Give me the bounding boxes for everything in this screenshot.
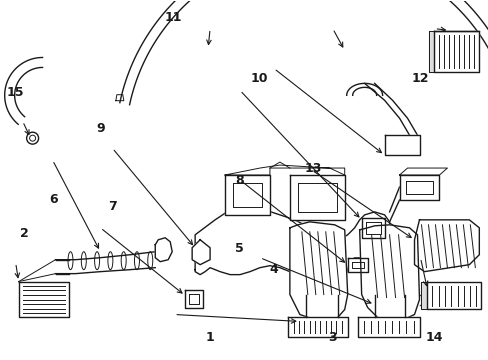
Polygon shape — [185, 289, 203, 307]
Text: 10: 10 — [250, 72, 267, 85]
Text: 14: 14 — [425, 330, 443, 343]
Polygon shape — [384, 135, 419, 155]
Polygon shape — [359, 225, 419, 321]
Text: 4: 4 — [269, 263, 278, 276]
Polygon shape — [414, 220, 478, 272]
Polygon shape — [361, 218, 384, 238]
Text: 13: 13 — [304, 162, 321, 175]
Polygon shape — [357, 318, 419, 337]
Polygon shape — [427, 282, 480, 310]
Polygon shape — [224, 175, 269, 215]
Text: 15: 15 — [6, 86, 24, 99]
Polygon shape — [433, 31, 478, 72]
Polygon shape — [155, 238, 172, 262]
Polygon shape — [305, 294, 337, 318]
Text: 11: 11 — [165, 12, 182, 24]
Text: 6: 6 — [49, 193, 58, 206]
Text: 3: 3 — [327, 330, 336, 343]
Polygon shape — [287, 318, 347, 337]
Polygon shape — [19, 282, 68, 318]
Text: 2: 2 — [20, 226, 28, 239]
Polygon shape — [399, 168, 447, 175]
Text: 1: 1 — [205, 330, 214, 343]
Polygon shape — [289, 222, 347, 321]
Text: 8: 8 — [235, 174, 244, 186]
Polygon shape — [374, 294, 404, 318]
Polygon shape — [428, 31, 433, 72]
Polygon shape — [347, 258, 367, 272]
Polygon shape — [289, 175, 344, 220]
Polygon shape — [421, 282, 427, 310]
Polygon shape — [195, 208, 389, 285]
Text: 12: 12 — [410, 72, 428, 85]
Text: 7: 7 — [108, 201, 117, 213]
Text: 5: 5 — [235, 242, 244, 255]
Text: 9: 9 — [96, 122, 105, 135]
Polygon shape — [192, 240, 210, 265]
Polygon shape — [224, 165, 344, 175]
Polygon shape — [399, 175, 439, 200]
